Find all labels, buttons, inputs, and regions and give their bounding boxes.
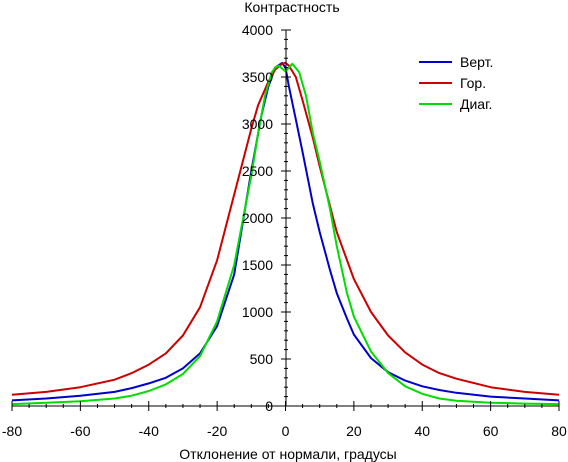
legend-label: Диаг. [460, 96, 492, 112]
legend-label: Верт. [460, 54, 493, 70]
y-tick-label: 1500 [242, 257, 273, 273]
x-axis-label: Отклонение от нормали, градусы [179, 446, 396, 462]
y-tick-label: 4000 [242, 22, 273, 38]
series-line-3 [11, 62, 560, 406]
x-tick-label: 80 [551, 423, 567, 439]
legend: Верт. Гор. Диаг. [419, 54, 493, 112]
x-tick-label: 20 [346, 423, 362, 439]
x-tick-label: -80 [2, 423, 22, 439]
y-tick-label: 0 [265, 398, 273, 414]
y-tick-label: 500 [250, 351, 274, 367]
y-tick-label: 3000 [242, 116, 273, 132]
y-tick-label: 2000 [242, 210, 273, 226]
x-tick-label: -20 [207, 423, 227, 439]
x-tick-label: 60 [483, 423, 499, 439]
legend-label: Гор. [460, 75, 486, 91]
y-tick-label: 1000 [242, 304, 273, 320]
x-tick-label: 40 [414, 423, 430, 439]
x-tick-label: -60 [70, 423, 90, 439]
y-axis-label: Контрастность [244, 0, 339, 15]
axis-layer: -80 -60 -40 -20 0 20 40 60 80 0 500 1000 1500 2000 250… [2, 22, 567, 439]
y-tick-label: 2500 [242, 163, 273, 179]
x-tick-label: 0 [282, 423, 290, 439]
y-tick-label: 3500 [242, 69, 273, 85]
series-line-1 [11, 61, 560, 402]
x-tick-label: -40 [139, 423, 159, 439]
